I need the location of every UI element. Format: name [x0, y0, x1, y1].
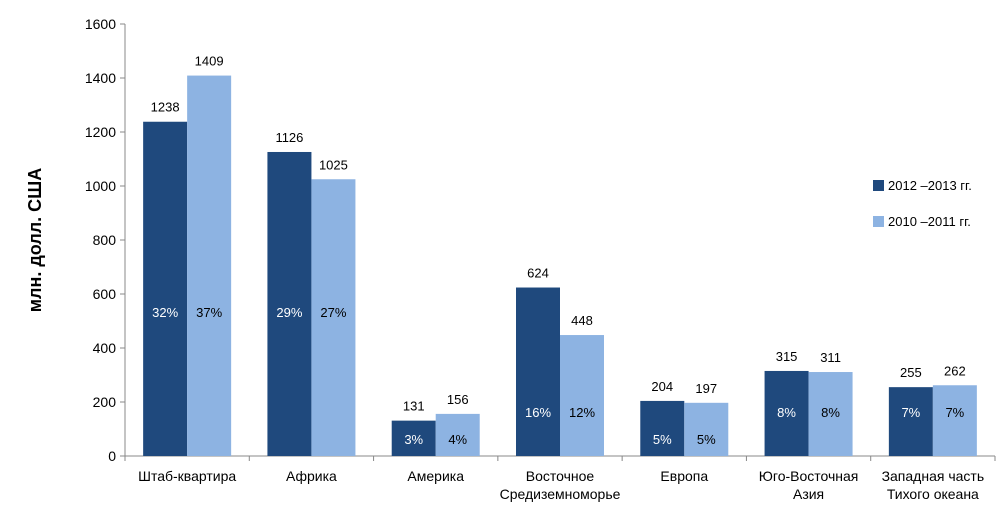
- bar-1: [640, 400, 685, 456]
- bar-percent-label: 8%: [821, 405, 840, 420]
- y-tick-label: 1600: [85, 16, 116, 32]
- bar-percent-label: 27%: [320, 305, 346, 320]
- bar-percent-label: 32%: [152, 305, 178, 320]
- bar-value-label: 156: [447, 392, 469, 407]
- bar-value-label: 311: [820, 350, 841, 365]
- bar-percent-label: 16%: [525, 405, 551, 420]
- bar-value-label: 255: [900, 365, 922, 380]
- bar-value-label: 448: [571, 313, 593, 328]
- bar-value-label: 204: [651, 379, 673, 394]
- bar-percent-label: 3%: [404, 432, 423, 447]
- bar-1: [391, 420, 436, 456]
- bar-2: [932, 385, 977, 456]
- bar-value-label: 262: [944, 363, 966, 378]
- bar-percent-label: 37%: [196, 305, 222, 320]
- bar-value-label: 1409: [195, 54, 224, 69]
- legend-label-series-1: 2012 –2013 гг.: [888, 177, 972, 193]
- bar-value-label: 1126: [275, 130, 303, 145]
- bar-2: [187, 75, 232, 456]
- y-tick-label: 1000: [85, 178, 116, 194]
- x-category-label: Юго-Восточная Азия: [759, 468, 859, 502]
- x-category-label: Западная часть Тихого океана: [882, 468, 985, 502]
- bar-2: [684, 402, 729, 456]
- chart-bars: [143, 75, 977, 457]
- bar-percent-label: 5%: [653, 432, 672, 447]
- bar-2: [435, 413, 480, 456]
- bar-value-label: 131: [403, 399, 425, 414]
- y-tick-label: 0: [108, 448, 116, 464]
- bar-2: [311, 179, 356, 456]
- bar-value-label: 1025: [319, 157, 348, 172]
- bar-1: [516, 287, 560, 456]
- x-category-label: Восточное Средиземноморье: [500, 468, 621, 502]
- y-tick-label: 1200: [85, 124, 116, 140]
- y-tick-label: 1400: [85, 70, 116, 86]
- bar-percent-label: 12%: [569, 405, 595, 420]
- bar-2: [560, 335, 604, 456]
- bar-1: [143, 121, 188, 457]
- legend-item-series-2: 2010 –2011 гг.: [873, 212, 972, 230]
- bar-1: [267, 151, 312, 457]
- legend-label-series-2: 2010 –2011 гг.: [888, 213, 971, 229]
- legend-item-series-1: 2012 –2013 гг.: [873, 176, 972, 194]
- bar-value-label: 315: [776, 349, 798, 364]
- legend: 2012 –2013 гг. 2010 –2011 гг.: [873, 176, 972, 248]
- bar-percent-label: 29%: [276, 305, 302, 320]
- x-category-label: Африка: [286, 468, 337, 484]
- bar-value-label: 624: [527, 266, 549, 281]
- bar-percent-label: 7%: [901, 405, 920, 420]
- y-tick-label: 800: [93, 232, 117, 248]
- bar-2: [808, 372, 853, 456]
- y-tick-label: 200: [93, 394, 117, 410]
- bar-percent-label: 5%: [697, 432, 716, 447]
- bar-1: [764, 370, 809, 456]
- x-category-label: Европа: [660, 468, 708, 484]
- bar-value-label: 197: [695, 381, 717, 396]
- bar-percent-label: 8%: [777, 405, 796, 420]
- chart-labels: Штаб-квартира Африка Америка Восточное Среди…: [138, 54, 984, 502]
- x-category-label: Штаб-квартира: [138, 468, 236, 484]
- legend-swatch-series-2: [873, 215, 884, 227]
- bar-percent-label: 4%: [448, 432, 467, 447]
- y-tick-label: 400: [93, 340, 117, 356]
- bar-percent-label: 7%: [945, 405, 964, 420]
- y-tick-label: 600: [93, 286, 117, 302]
- x-category-label: Америка: [407, 468, 464, 484]
- bar-value-label: 1238: [151, 100, 180, 115]
- bar-1: [888, 387, 933, 456]
- y-axis-label: млн. долл. США: [25, 167, 45, 313]
- legend-swatch-series-1: [873, 179, 884, 191]
